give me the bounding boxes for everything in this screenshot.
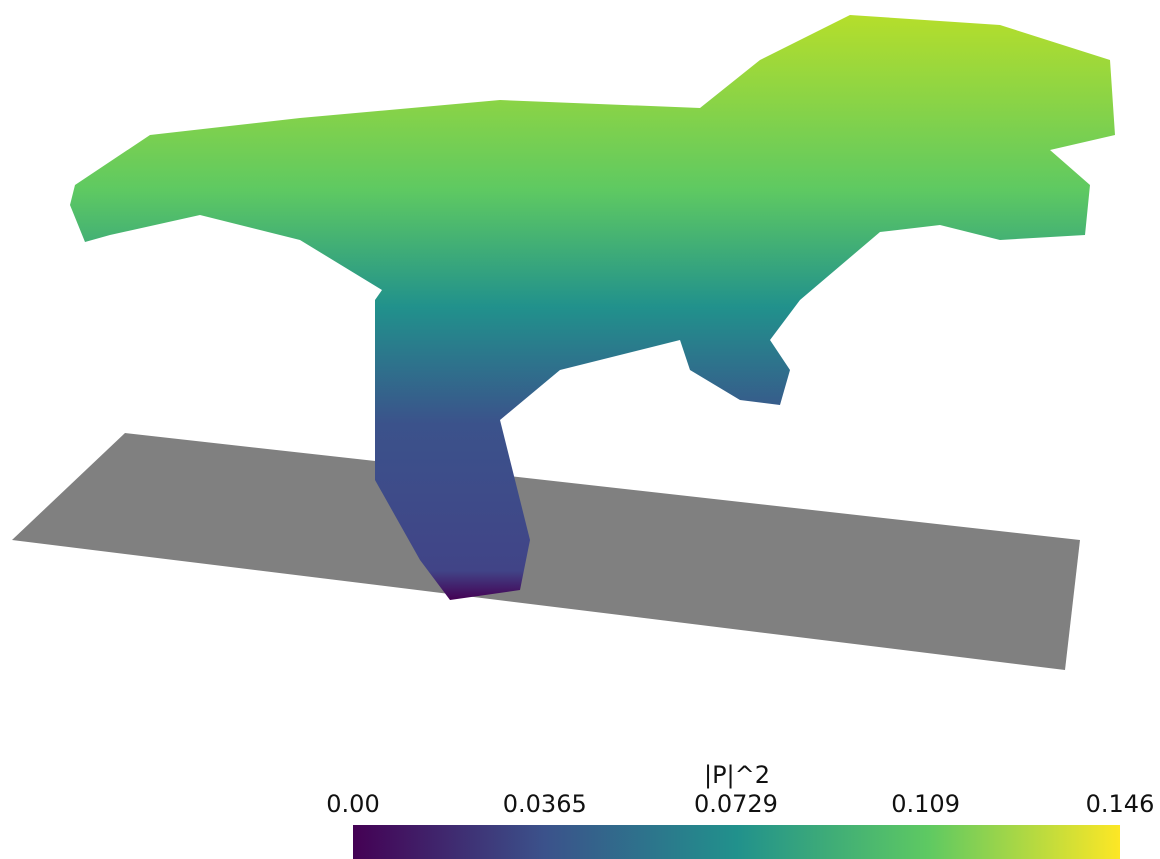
colorbar-tick-label: 0.0729 bbox=[694, 790, 778, 818]
colorbar-tick-label: 0.0365 bbox=[503, 790, 587, 818]
colorbar-title: |P|^2 bbox=[704, 761, 770, 789]
colorbar-tick-label: 0.109 bbox=[891, 790, 960, 818]
ground-plane bbox=[12, 433, 1080, 670]
colorbar-tick-label: 0.00 bbox=[326, 790, 379, 818]
colorbar bbox=[353, 825, 1120, 859]
scene: |P|^2 0.00 0.0365 0.0729 0.109 0.146 bbox=[0, 0, 1160, 859]
colorbar-tick-label: 0.146 bbox=[1086, 790, 1155, 818]
